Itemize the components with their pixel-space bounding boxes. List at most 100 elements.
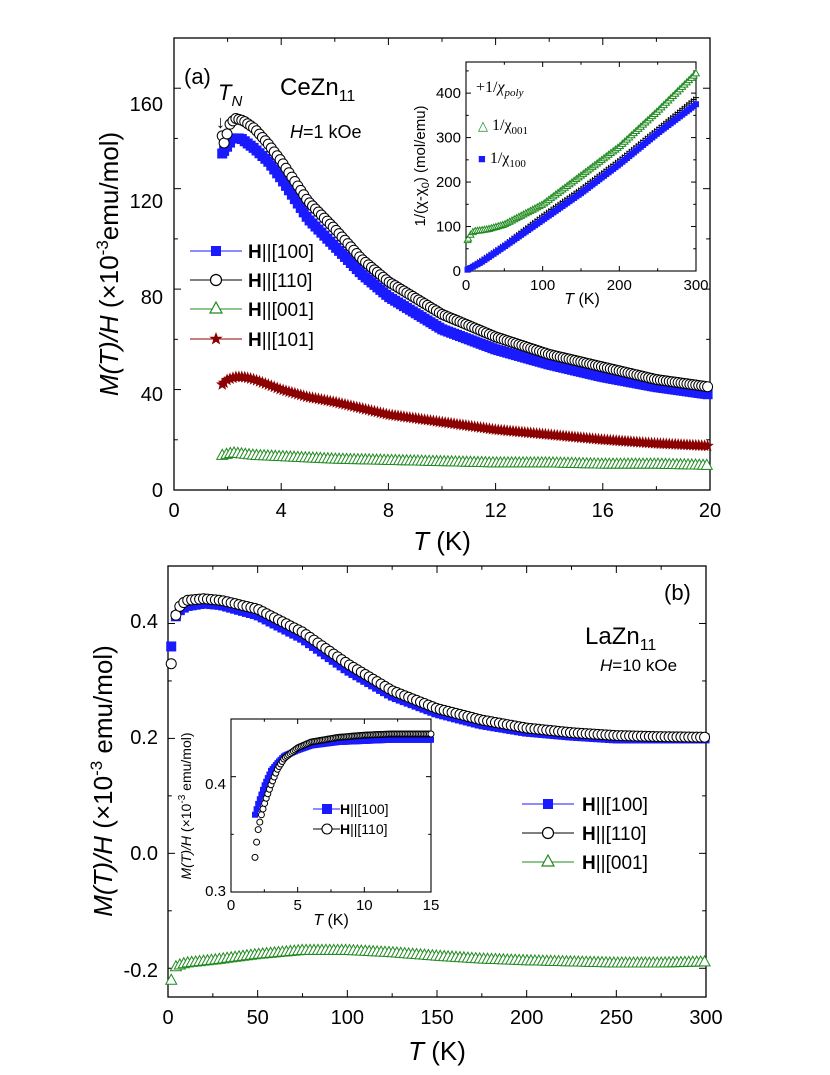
ytick-label: 200 bbox=[436, 174, 461, 191]
field-label: H=1 kOe bbox=[290, 122, 362, 142]
legend-label: H||[110] bbox=[582, 824, 646, 845]
inset-series bbox=[251, 730, 435, 861]
xtick-label: 100 bbox=[331, 1007, 364, 1029]
data-point bbox=[263, 778, 270, 785]
inset-b-legend: H||[100] H||[110] bbox=[313, 801, 389, 837]
data-point bbox=[218, 137, 230, 149]
inset-a-plot bbox=[463, 68, 701, 273]
inset-series bbox=[463, 68, 701, 244]
xtick-label: 10 bbox=[356, 897, 373, 914]
ytick-label: 0.4 bbox=[205, 776, 226, 793]
legend-label: +1/χpoly bbox=[476, 79, 524, 99]
series-h001 bbox=[215, 445, 714, 470]
legend-marker-square bbox=[322, 804, 332, 814]
ytick-label: 0.3 bbox=[205, 883, 226, 900]
inset-b-y-axis-label: M(T)/H (×10-3 emu/mol) bbox=[177, 733, 194, 880]
legend-item: H||[110] bbox=[190, 271, 312, 292]
legend-item: H||[100] bbox=[313, 801, 389, 817]
xtick-label: 200 bbox=[510, 1007, 543, 1029]
legend-label: H||[101] bbox=[248, 330, 314, 351]
xtick-label: 12 bbox=[484, 500, 506, 522]
xtick-label: 250 bbox=[600, 1007, 633, 1029]
legend-label: H||[100] bbox=[582, 795, 648, 816]
data-point bbox=[261, 782, 268, 789]
data-point bbox=[266, 771, 273, 778]
inset-b-plot bbox=[251, 730, 435, 861]
ytick-label: 40 bbox=[141, 384, 163, 406]
series-h110 bbox=[165, 593, 711, 743]
panel-a-plot bbox=[215, 112, 714, 470]
ytick-label: 400 bbox=[436, 85, 461, 102]
data-point bbox=[693, 94, 699, 101]
y-axis-label: M(T)/H (×10-3 emu/mol) bbox=[87, 645, 118, 917]
inset-b-ytick-labels: 0.3 0.4 bbox=[205, 776, 226, 900]
ytick-label: 160 bbox=[130, 94, 163, 116]
inset-a-y-axis-label: 1/(χ-χ0) (mol/emu) bbox=[412, 105, 432, 226]
data-point bbox=[700, 458, 714, 470]
series-h001 bbox=[164, 943, 711, 985]
data-point bbox=[165, 658, 177, 670]
inset-b-xtick-labels: 0 5 10 15 bbox=[227, 897, 440, 914]
data-point bbox=[702, 381, 714, 393]
ytick-label: 0.2 bbox=[130, 727, 158, 749]
data-point bbox=[254, 826, 262, 834]
data-point bbox=[257, 811, 265, 819]
panel-b-ytick-labels: -0.2 0.0 0.2 0.4 bbox=[124, 611, 158, 982]
xtick-label: 4 bbox=[276, 500, 287, 522]
panel-b-ticks bbox=[167, 566, 707, 997]
legend-item: H||[101] bbox=[190, 330, 314, 351]
xtick-label: 15 bbox=[423, 897, 440, 914]
field-label: H=10 kOe bbox=[600, 656, 677, 675]
data-point bbox=[702, 389, 713, 400]
data-point bbox=[221, 128, 233, 140]
xtick-label: 0 bbox=[162, 1007, 173, 1029]
compound-name: CeZn11 bbox=[280, 74, 355, 105]
panel-a-ticks bbox=[173, 37, 711, 491]
data-point bbox=[701, 439, 714, 452]
inset-a-ticks bbox=[465, 62, 697, 272]
legend-marker-star bbox=[209, 332, 223, 345]
legend-marker-triangle bbox=[540, 853, 556, 867]
legend-marker-square bbox=[543, 799, 553, 809]
data-point bbox=[253, 838, 261, 846]
xtick-label: 0 bbox=[168, 500, 179, 522]
legend-label: H||[100] bbox=[248, 242, 314, 263]
xtick-label: 300 bbox=[689, 1007, 722, 1029]
series-h110 bbox=[216, 112, 714, 393]
panel-a-inset: 0 100 200 300 0 100 200 300 400 T (K) 1/… bbox=[412, 61, 709, 308]
inset-a-legend: +1/χpoly △ 1/χ001 ■ 1/χ100 bbox=[476, 79, 528, 170]
panel-b: 0 50 100 150 200 250 300 -0.2 0.0 0.2 0.… bbox=[87, 565, 723, 1066]
legend-item: H||[110] bbox=[522, 824, 646, 845]
legend-item: H||[001] bbox=[522, 853, 648, 874]
data-point bbox=[691, 68, 701, 77]
data-point bbox=[256, 818, 264, 826]
panel-label: (b) bbox=[664, 580, 691, 605]
x-axis-label: T (K) bbox=[408, 1036, 466, 1066]
data-point bbox=[164, 973, 178, 985]
ytick-label: 80 bbox=[141, 287, 163, 309]
data-point bbox=[251, 853, 259, 861]
inset-a-xtick-labels: 0 100 200 300 bbox=[462, 277, 709, 294]
tn-arrow: ↓ bbox=[216, 112, 225, 132]
legend-label: H||[100] bbox=[340, 801, 389, 817]
data-point bbox=[264, 775, 271, 782]
panel-a-ytick-labels: 0 40 80 120 160 bbox=[130, 94, 163, 502]
y-axis-label: M(T)/H (×10-3emu/mol) bbox=[93, 132, 124, 396]
inset-a-x-axis-label: T (K) bbox=[564, 291, 600, 308]
ytick-label: 120 bbox=[130, 191, 163, 213]
data-point bbox=[699, 731, 711, 743]
panel-b-xtick-labels: 0 50 100 150 200 250 300 bbox=[162, 1007, 722, 1029]
legend-label: H||[110] bbox=[340, 821, 388, 837]
legend-label: H||[001] bbox=[582, 853, 648, 874]
inset-b-x-axis-label: T (K) bbox=[313, 912, 349, 929]
panel-a: 0 4 8 12 16 20 0 40 80 120 160 T (K) M(T… bbox=[93, 37, 721, 556]
panel-b-inset: 0 5 10 15 0.3 0.4 T (K) M(T)/H (×10-3 em… bbox=[177, 718, 440, 929]
xtick-label: 5 bbox=[294, 897, 302, 914]
legend-marker-circle bbox=[321, 823, 333, 835]
xtick-label: 150 bbox=[420, 1007, 453, 1029]
xtick-label: 20 bbox=[699, 500, 721, 522]
legend-label: ■ 1/χ100 bbox=[478, 150, 526, 170]
legend-marker-circle bbox=[541, 826, 555, 840]
legend-label: H||[110] bbox=[248, 271, 312, 292]
